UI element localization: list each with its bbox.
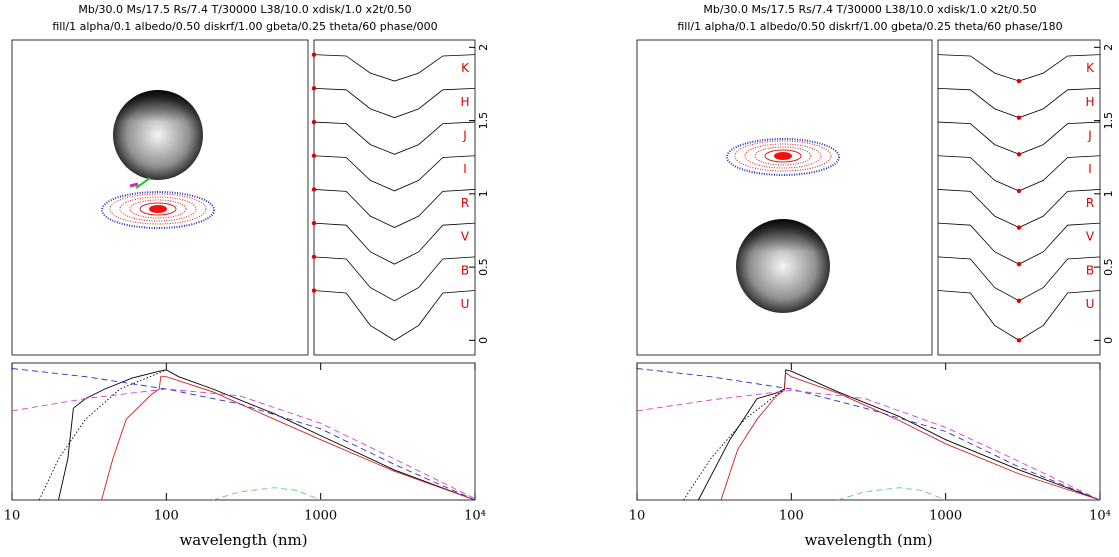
x-tick-label: 100 (154, 509, 179, 524)
sed-curve (58, 369, 476, 501)
band-label: J (1087, 129, 1092, 143)
band-label: B (1086, 263, 1094, 277)
sed-curve (683, 388, 785, 501)
x-tick-label: 10⁴ (1089, 509, 1111, 524)
y-tick-label: 2 (1102, 44, 1115, 51)
accretion-disk (101, 177, 215, 229)
x-tick-label: 1000 (304, 509, 337, 524)
phase-marker (311, 254, 317, 260)
accretion-disk (726, 138, 840, 176)
y-tick-label: 0.5 (477, 258, 490, 276)
band-label: I (1088, 162, 1092, 176)
light-curve (937, 54, 1101, 82)
phase-marker (1016, 188, 1022, 194)
y-tick-label: 1 (477, 190, 490, 197)
plot-frame (636, 362, 1101, 501)
band-label: V (1086, 230, 1095, 244)
chart-title: Mb/30.0 Ms/17.5 Rs/7.4 T/30000 L38/10.0 … (78, 3, 411, 16)
sed-curve (698, 369, 1101, 501)
light-curve (313, 222, 476, 265)
band-label: H (1085, 95, 1094, 109)
band-label: K (461, 61, 470, 75)
phase-marker (1016, 298, 1022, 303)
y-tick-label: 0.5 (1102, 258, 1115, 276)
x-axis-label: wavelength (nm) (179, 531, 307, 549)
sed-curve (720, 371, 1101, 501)
phase-marker (311, 153, 317, 158)
light-curve (313, 256, 476, 302)
band-label: H (460, 95, 469, 109)
band-label: K (1086, 61, 1095, 75)
x-tick-label: 10 (629, 509, 646, 524)
x-tick-label: 10⁴ (464, 509, 486, 524)
light-curve (313, 54, 476, 82)
phase-marker (1016, 225, 1022, 230)
plot-frame (11, 362, 476, 501)
light-curve (937, 121, 1101, 155)
band-label: R (461, 196, 469, 210)
y-tick-label: 2 (477, 44, 490, 51)
band-label: R (1086, 196, 1094, 210)
chart-title: Mb/30.0 Ms/17.5 Rs/7.4 T/30000 L38/10.0 … (703, 3, 1036, 16)
band-label: U (461, 297, 470, 311)
phase-marker (311, 220, 317, 226)
phase-marker (311, 86, 317, 91)
phase-marker (1016, 261, 1022, 267)
phase-marker (311, 119, 317, 125)
x-tick-label: 10 (4, 509, 21, 524)
plot-frame (937, 39, 1101, 356)
light-curve (937, 155, 1101, 192)
image-frame (11, 39, 309, 356)
light-curve (313, 290, 476, 341)
chart-subtitle: fill/1 alpha/0.1 albedo/0.50 diskrf/1.00… (52, 20, 437, 33)
sed-curve (837, 487, 946, 501)
sed-curve (11, 368, 476, 501)
star (113, 90, 203, 180)
sed-curve (101, 376, 476, 501)
y-tick-label: 1.5 (1102, 112, 1115, 129)
phase-marker (311, 52, 317, 57)
y-tick-label: 1.5 (477, 112, 490, 129)
image-frame (636, 39, 933, 356)
x-tick-label: 1000 (929, 509, 962, 524)
band-label: I (463, 162, 467, 176)
sed-curve (11, 388, 476, 500)
y-tick-label: 0 (477, 337, 490, 344)
light-curve (313, 189, 476, 228)
y-tick-label: 0 (1102, 337, 1115, 344)
chart-subtitle: fill/1 alpha/0.1 albedo/0.50 diskrf/1.00… (677, 20, 1062, 33)
x-axis-label: wavelength (nm) (804, 531, 932, 549)
phase-marker (1016, 78, 1022, 84)
phase-marker (1016, 115, 1022, 120)
sed-curve (38, 369, 167, 501)
x-tick-label: 100 (779, 509, 804, 524)
light-curve (937, 87, 1101, 119)
band-label: V (461, 230, 470, 244)
phase-marker (311, 187, 317, 192)
light-curve (313, 155, 476, 192)
light-curve (937, 189, 1101, 228)
band-label: U (1086, 297, 1095, 311)
sed-curve (212, 487, 321, 501)
phase-marker (1016, 338, 1022, 343)
band-label: B (461, 263, 469, 277)
plot-frame (313, 39, 476, 356)
sed-curve (636, 389, 1101, 501)
light-curve (937, 290, 1101, 341)
y-tick-label: 1 (1102, 190, 1115, 197)
phase-marker (311, 288, 317, 293)
light-curve (313, 121, 476, 155)
light-curve (313, 87, 476, 119)
phase-marker (1016, 152, 1022, 157)
star (736, 219, 830, 313)
sed-curve (636, 368, 1101, 501)
band-label: J (462, 129, 467, 143)
